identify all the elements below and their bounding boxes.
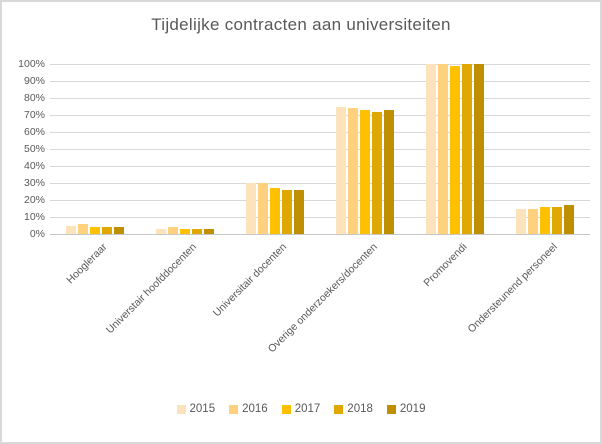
gridline (50, 64, 590, 65)
bar-group (410, 64, 500, 234)
bar-2016 (528, 208, 538, 234)
gridline (50, 166, 590, 167)
bar-group (500, 64, 590, 234)
legend-item: 2018 (334, 403, 373, 415)
bar-2017 (90, 227, 100, 234)
y-tick-label: 30% (23, 177, 45, 189)
legend-item: 2017 (281, 403, 321, 415)
bar-2019 (114, 227, 124, 234)
bar-2015 (426, 64, 436, 234)
bar-group (140, 64, 230, 234)
y-tick-label: 100% (18, 58, 45, 70)
bar-2015 (66, 225, 76, 234)
legend-item: 2015 (176, 403, 216, 415)
y-tick-label: 90% (23, 75, 45, 87)
y-tick-label: 40% (23, 160, 45, 172)
chart-title: Tijdelijke contracten aan universiteiten (151, 15, 451, 34)
bar-2018 (552, 206, 562, 234)
y-tick-label: 20% (23, 194, 45, 206)
y-axis: 0% 10% 20% 30% 40% 50% 60% 70% 80% 90% 100% (2, 58, 45, 240)
legend-item: 2019 (386, 403, 426, 415)
bar-2018 (192, 228, 202, 234)
bar-2016 (348, 108, 358, 234)
gridline (50, 217, 590, 218)
bar-group (230, 64, 320, 234)
plot-area (50, 64, 590, 235)
x-category-label: Promovendi (421, 241, 470, 290)
gridline (50, 183, 590, 184)
gridline (50, 149, 590, 150)
x-category-label: Ondersteunend personeel (465, 241, 560, 336)
bar-2015 (516, 208, 526, 234)
bar-2017 (180, 228, 190, 234)
legend-label: 2018 (347, 403, 373, 415)
bar-2017 (540, 206, 550, 234)
bar-2016 (438, 64, 448, 234)
x-category-label: Universtair hoofddocenten (104, 241, 200, 337)
bar-2019 (474, 64, 484, 234)
legend-label: 2015 (189, 403, 216, 415)
bar-group (50, 64, 140, 234)
x-axis-line (50, 234, 590, 235)
bar-2016 (258, 183, 268, 234)
bar-2018 (282, 189, 292, 234)
legend-swatch-icon (334, 404, 344, 414)
bar-2015 (336, 106, 346, 234)
x-category-label: Universitair docenten (211, 241, 290, 320)
legend: 2015 2016 2017 2018 2019 (2, 403, 600, 415)
bar-2018 (462, 64, 472, 234)
bar-2019 (564, 205, 574, 234)
legend-label: 2019 (399, 403, 426, 415)
gridline (50, 98, 590, 99)
bar-2017 (360, 109, 370, 234)
y-tick-label: 10% (23, 211, 45, 223)
bar-2019 (294, 189, 304, 234)
legend-swatch-icon (386, 404, 396, 414)
y-tick-label: 50% (23, 143, 45, 155)
bar-2019 (204, 228, 214, 234)
bar-2016 (78, 223, 88, 234)
bar-2017 (450, 65, 460, 234)
bar-2015 (156, 228, 166, 234)
gridline (50, 200, 590, 201)
gridline (50, 132, 590, 133)
gridline (50, 81, 590, 82)
legend-item: 2016 (229, 403, 268, 415)
legend-label: 2016 (242, 403, 268, 415)
legend-swatch-icon (281, 404, 291, 414)
legend-swatch-icon (229, 404, 239, 414)
legend-swatch-icon (176, 404, 186, 414)
x-category-label: Overige onderzoekers/docenten (265, 241, 380, 356)
x-category-label: Hoogleraar (64, 241, 110, 287)
bar-2017 (270, 188, 280, 234)
bar-group (320, 64, 410, 234)
bar-2019 (384, 109, 394, 234)
y-tick-label: 0% (29, 228, 45, 240)
gridline (50, 115, 590, 116)
bar-2018 (102, 227, 112, 234)
legend-label: 2017 (294, 403, 321, 415)
y-tick-label: 70% (23, 109, 45, 121)
bar-2015 (246, 183, 256, 234)
y-tick-label: 80% (23, 92, 45, 104)
y-tick-label: 60% (23, 126, 45, 138)
bar-2018 (372, 111, 382, 234)
bar-2016 (168, 227, 178, 234)
